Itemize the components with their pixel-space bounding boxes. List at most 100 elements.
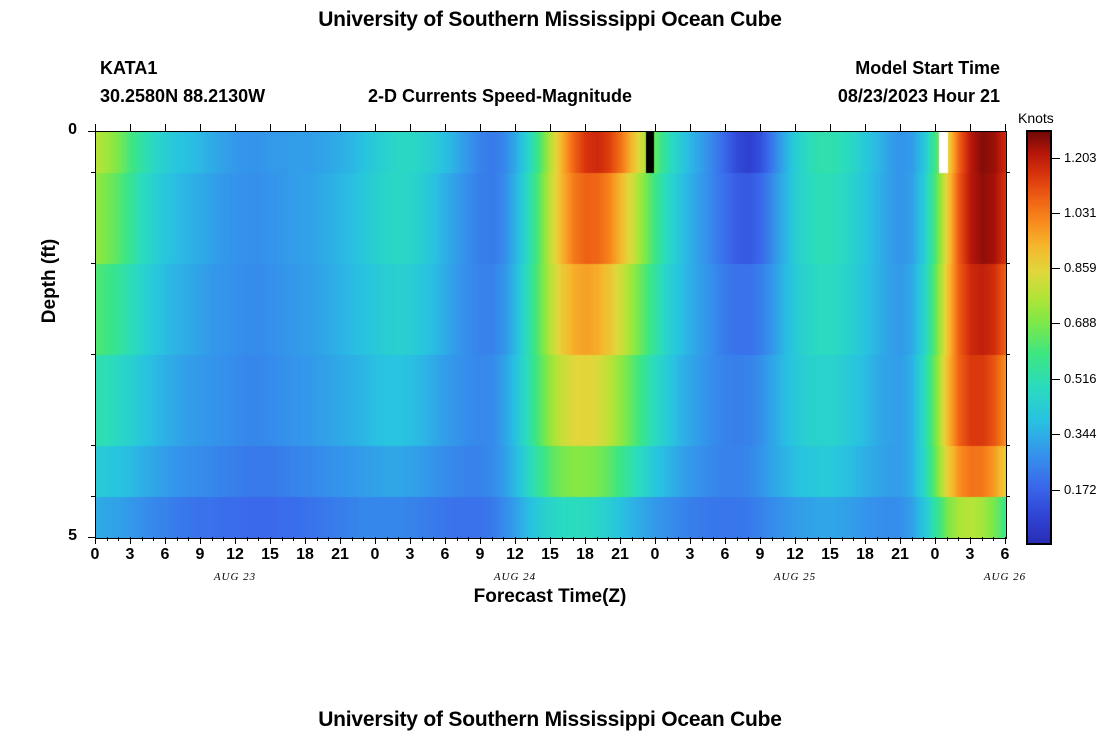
x-axis-minor-tick	[317, 537, 318, 541]
x-axis-tick-top	[130, 124, 131, 131]
x-axis-minor-tick	[667, 537, 668, 541]
x-axis-minor-tick	[538, 537, 539, 541]
x-axis-tick-top	[95, 124, 96, 131]
y-axis-minor-tick-right	[1006, 172, 1010, 173]
x-axis-tick-top	[690, 124, 691, 131]
x-axis-tick	[95, 537, 96, 544]
x-axis-tick-top	[550, 124, 551, 131]
x-axis-tick-top	[305, 124, 306, 131]
y-axis-tick-label: 5	[68, 527, 77, 544]
colorbar-tick	[1050, 213, 1060, 214]
x-axis-minor-tick	[142, 537, 143, 541]
x-axis-minor-tick	[223, 537, 224, 541]
x-axis-tick	[760, 537, 761, 544]
x-axis-tick-label: 0	[370, 546, 380, 563]
x-axis-day-label: AUG 24	[493, 571, 537, 583]
x-axis-tick-label: 21	[331, 546, 349, 563]
plot-subtitle: 2-D Currents Speed-Magnitude	[368, 86, 633, 106]
x-axis-minor-tick	[783, 537, 784, 541]
y-axis-minor-tick	[91, 172, 95, 173]
x-axis-minor-tick	[573, 537, 574, 541]
x-axis-tick-top	[270, 124, 271, 131]
x-axis-minor-tick	[247, 537, 248, 541]
x-axis-tick	[690, 537, 691, 544]
x-axis-minor-tick	[527, 537, 528, 541]
x-axis-tick-label: 21	[611, 546, 629, 563]
x-axis-minor-tick	[457, 537, 458, 541]
x-axis-tick	[550, 537, 551, 544]
y-axis-minor-tick-right	[1006, 496, 1010, 497]
colorbar-tick-label: 0.688	[1064, 315, 1097, 330]
x-axis-tick-top	[585, 124, 586, 131]
x-axis-tick	[305, 537, 306, 544]
x-axis-minor-tick	[713, 537, 714, 541]
x-axis-tick-top	[830, 124, 831, 131]
y-axis-minor-tick-right	[1006, 445, 1010, 446]
colorbar-tick	[1050, 268, 1060, 269]
x-axis-minor-tick	[807, 537, 808, 541]
x-axis-tick	[130, 537, 131, 544]
x-axis-tick-top	[620, 124, 621, 131]
x-axis-minor-tick	[177, 537, 178, 541]
x-axis-minor-tick	[492, 537, 493, 541]
x-axis-tick-top	[235, 124, 236, 131]
colorbar-tick	[1050, 434, 1060, 435]
x-axis-minor-tick	[387, 537, 388, 541]
y-axis-tick-label: 0	[68, 121, 77, 138]
x-axis-tick-top	[725, 124, 726, 131]
x-axis-minor-tick	[947, 537, 948, 541]
x-axis-tick-label: 3	[125, 546, 135, 563]
x-axis-tick-top	[760, 124, 761, 131]
x-axis-minor-tick	[737, 537, 738, 541]
y-axis-minor-tick-right	[1006, 263, 1010, 264]
y-axis-minor-tick	[91, 445, 95, 446]
x-axis-tick	[235, 537, 236, 544]
colorbar-tick	[1050, 490, 1060, 491]
x-axis-minor-tick	[597, 537, 598, 541]
model-start-time-label: Model Start Time	[855, 58, 1000, 78]
x-axis-tick-label: 9	[755, 546, 765, 563]
x-axis-tick-label: 18	[576, 546, 594, 563]
x-axis-tick-label: 21	[891, 546, 909, 563]
x-axis-minor-tick	[842, 537, 843, 541]
y-axis-tick	[88, 131, 95, 132]
x-axis-minor-tick	[363, 537, 364, 541]
x-axis-tick	[830, 537, 831, 544]
colorbar-tick-label: 1.203	[1064, 150, 1097, 165]
x-axis-tick-top	[165, 124, 166, 131]
heatmap-plot-area	[95, 131, 1007, 539]
x-axis-tick-top	[900, 124, 901, 131]
x-axis-tick-label: 18	[856, 546, 874, 563]
x-axis-tick-label: 6	[720, 546, 730, 563]
heatmap-canvas	[96, 132, 1006, 538]
x-axis-day-label: AUG 23	[213, 571, 257, 583]
x-axis-tick-label: 3	[965, 546, 975, 563]
footer-title: University of Southern Mississippi Ocean…	[318, 708, 782, 731]
x-axis-tick	[410, 537, 411, 544]
colorbar-tick-label: 0.516	[1064, 371, 1097, 386]
x-axis-tick	[445, 537, 446, 544]
y-axis-tick	[88, 537, 95, 538]
x-axis-minor-tick	[422, 537, 423, 541]
x-axis-tick	[1005, 537, 1006, 544]
x-axis-minor-tick	[912, 537, 913, 541]
page-title: University of Southern Mississippi Ocean…	[318, 8, 782, 31]
colorbar-tick	[1050, 379, 1060, 380]
x-axis-tick-label: 15	[821, 546, 839, 563]
x-axis-tick	[725, 537, 726, 544]
x-axis-tick	[200, 537, 201, 544]
x-axis-tick-top	[515, 124, 516, 131]
x-axis-tick-label: 3	[685, 546, 695, 563]
x-axis-tick-top	[200, 124, 201, 131]
x-axis-day-label: AUG 26	[983, 571, 1027, 583]
colorbar	[1026, 130, 1052, 545]
x-axis-tick-label: 9	[195, 546, 205, 563]
x-axis-tick-top	[375, 124, 376, 131]
x-axis-tick-label: 12	[506, 546, 524, 563]
x-axis-minor-tick	[818, 537, 819, 541]
x-axis-minor-tick	[433, 537, 434, 541]
x-axis-minor-tick	[608, 537, 609, 541]
x-axis-tick	[375, 537, 376, 544]
x-axis-tick	[480, 537, 481, 544]
x-axis-minor-tick	[188, 537, 189, 541]
